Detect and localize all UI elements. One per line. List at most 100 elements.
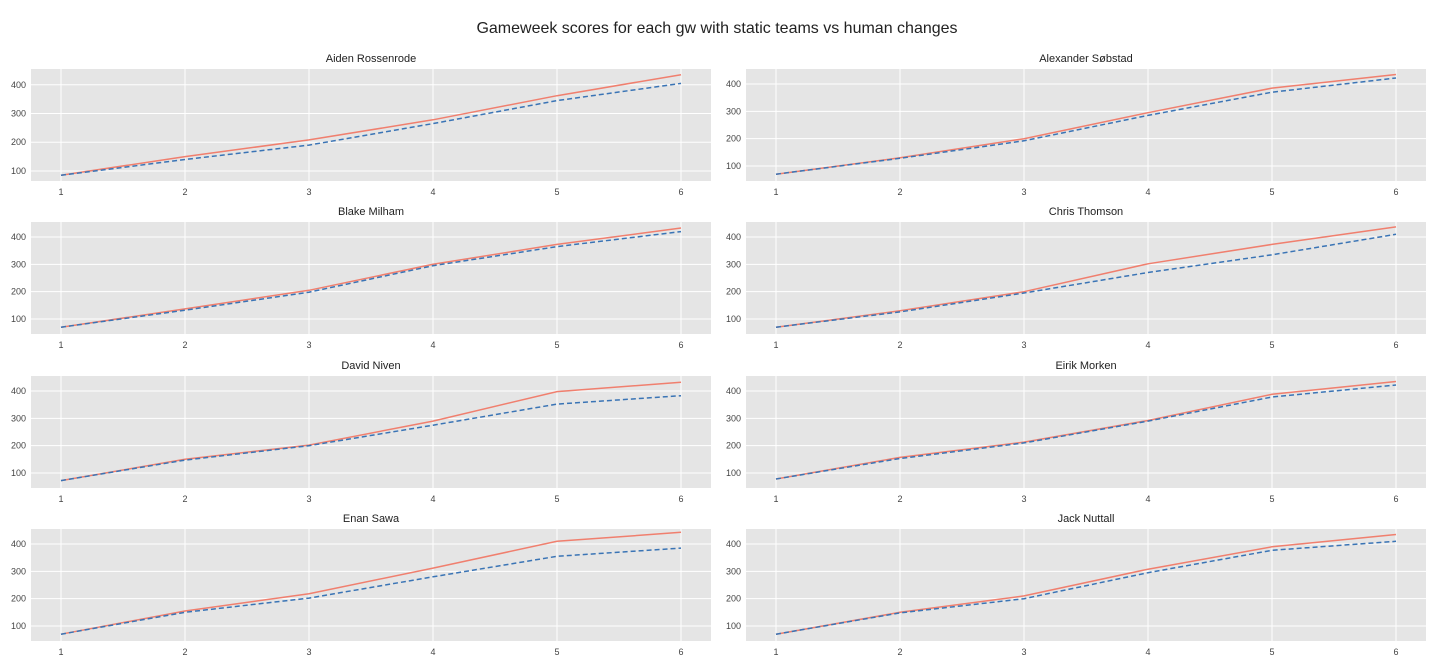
subplot: Eirik Morken 1 2 3 4 5 6 100 200 300 400 <box>726 360 1426 504</box>
x-tick-label: 6 <box>678 494 683 504</box>
x-tick-label: 2 <box>182 187 187 197</box>
x-tick-label: 3 <box>306 494 311 504</box>
y-tick-label: 400 <box>11 232 26 242</box>
y-tick-label: 400 <box>726 232 741 242</box>
y-tick-label: 400 <box>726 79 741 89</box>
y-tick-label: 300 <box>726 566 741 576</box>
y-tick-label: 100 <box>726 621 741 631</box>
x-tick-label: 6 <box>678 647 683 657</box>
subplot-title: Chris Thomson <box>1049 206 1123 218</box>
x-tick-label: 5 <box>1269 494 1274 504</box>
x-tick-label: 1 <box>773 647 778 657</box>
series-line-dashed <box>775 233 1397 328</box>
y-tick-label: 400 <box>11 80 26 90</box>
subplot: Aiden Rossenrode 1 2 3 4 5 6 100 200 300 400 <box>11 53 711 197</box>
x-tick-label: 1 <box>773 187 778 197</box>
subplot-title: Eirik Morken <box>1055 360 1116 372</box>
x-tick-label: 4 <box>1145 647 1150 657</box>
x-tick-label: 3 <box>1021 187 1026 197</box>
series-line-dashed <box>60 394 682 482</box>
y-tick-label: 100 <box>11 314 26 324</box>
series-line-solid <box>60 531 682 635</box>
x-tick-label: 4 <box>430 494 435 504</box>
x-tick-label: 6 <box>678 340 683 350</box>
x-tick-label: 2 <box>182 340 187 350</box>
subplot: Blake Milham 1 2 3 4 5 6 100 200 300 400 <box>11 206 711 350</box>
x-tick-label: 5 <box>1269 647 1274 657</box>
x-tick-label: 2 <box>897 340 902 350</box>
x-tick-label: 5 <box>554 494 559 504</box>
subplot-title: David Niven <box>341 360 400 372</box>
subplot: David Niven 1 2 3 4 5 6 100 200 300 400 <box>11 360 711 504</box>
subplot-title: Enan Sawa <box>343 513 400 525</box>
x-tick-label: 3 <box>1021 647 1026 657</box>
y-tick-label: 100 <box>726 468 741 478</box>
x-tick-label: 1 <box>773 494 778 504</box>
subplot: Jack Nuttall 1 2 3 4 5 6 100 200 300 400 <box>726 513 1426 657</box>
y-tick-label: 200 <box>726 441 741 451</box>
y-tick-label: 300 <box>726 259 741 269</box>
x-tick-label: 5 <box>554 187 559 197</box>
y-tick-label: 400 <box>726 539 741 549</box>
y-tick-label: 100 <box>11 166 26 176</box>
x-tick-label: 1 <box>58 647 63 657</box>
y-tick-label: 200 <box>726 287 741 297</box>
plot-area <box>31 529 711 641</box>
y-tick-label: 100 <box>726 161 741 171</box>
y-tick-label: 300 <box>726 413 741 423</box>
x-tick-label: 6 <box>1393 340 1398 350</box>
x-tick-label: 4 <box>1145 340 1150 350</box>
x-tick-label: 6 <box>1393 494 1398 504</box>
series-line-dashed <box>775 540 1397 635</box>
x-tick-label: 5 <box>1269 187 1274 197</box>
figure-title: Gameweek scores for each gw with static … <box>476 20 958 37</box>
x-tick-label: 3 <box>1021 494 1026 504</box>
x-tick-label: 2 <box>897 647 902 657</box>
x-tick-label: 2 <box>182 647 187 657</box>
y-tick-label: 300 <box>11 109 26 119</box>
x-tick-label: 5 <box>554 647 559 657</box>
x-tick-label: 5 <box>1269 340 1274 350</box>
series-line-solid <box>775 226 1397 328</box>
y-tick-label: 200 <box>726 594 741 604</box>
subplot-title: Jack Nuttall <box>1058 513 1115 525</box>
x-tick-label: 1 <box>58 494 63 504</box>
y-tick-label: 100 <box>726 314 741 324</box>
subplot: Alexander Søbstad 1 2 3 4 5 6 100 200 300 400 <box>726 53 1426 197</box>
series-line-dashed <box>775 77 1397 175</box>
x-tick-label: 4 <box>430 340 435 350</box>
y-tick-label: 300 <box>11 566 26 576</box>
series-line-dashed <box>60 230 682 328</box>
x-tick-label: 3 <box>306 187 311 197</box>
x-tick-label: 3 <box>1021 340 1026 350</box>
x-tick-label: 1 <box>58 340 63 350</box>
series-line-dashed <box>60 82 682 177</box>
x-tick-label: 2 <box>182 494 187 504</box>
y-tick-label: 200 <box>11 441 26 451</box>
y-tick-label: 400 <box>11 386 26 396</box>
y-tick-label: 300 <box>11 413 26 423</box>
plot-area <box>31 376 711 488</box>
subplot-title: Blake Milham <box>338 206 404 218</box>
x-tick-label: 6 <box>1393 647 1398 657</box>
x-tick-label: 4 <box>1145 187 1150 197</box>
x-tick-label: 2 <box>897 494 902 504</box>
y-tick-label: 400 <box>11 539 26 549</box>
y-tick-label: 200 <box>726 134 741 144</box>
subplot-title: Alexander Søbstad <box>1039 53 1133 65</box>
x-tick-label: 3 <box>306 647 311 657</box>
series-line-dashed <box>775 384 1397 480</box>
y-tick-label: 400 <box>726 386 741 396</box>
y-tick-label: 200 <box>11 287 26 297</box>
y-tick-label: 100 <box>11 468 26 478</box>
y-tick-label: 300 <box>726 106 741 116</box>
subplot: Enan Sawa 1 2 3 4 5 6 100 200 300 400 <box>11 513 711 657</box>
x-tick-label: 4 <box>430 647 435 657</box>
y-tick-label: 200 <box>11 594 26 604</box>
x-tick-label: 6 <box>678 187 683 197</box>
x-tick-label: 2 <box>897 187 902 197</box>
x-tick-label: 4 <box>430 187 435 197</box>
x-tick-label: 3 <box>306 340 311 350</box>
